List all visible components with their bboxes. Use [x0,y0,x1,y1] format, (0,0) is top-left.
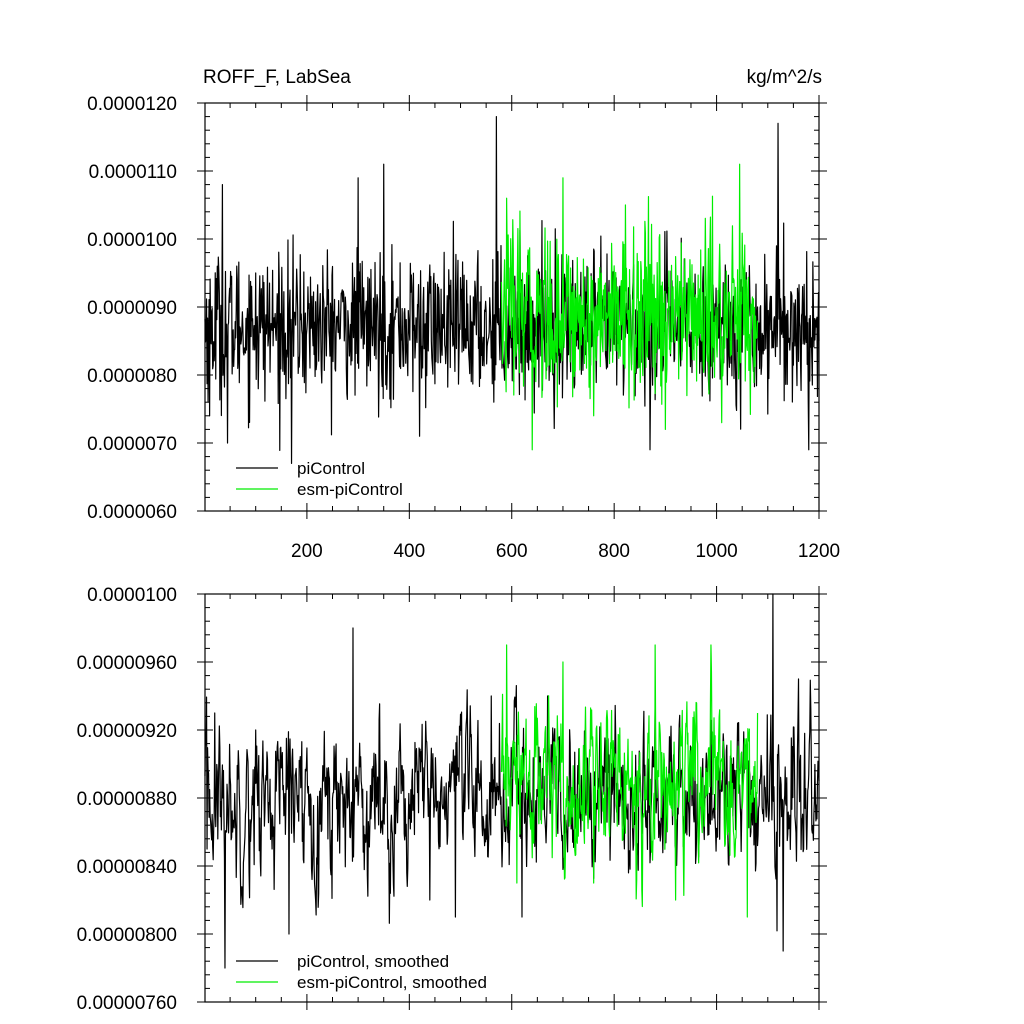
y-tick-label: 0.00000760 [77,993,177,1014]
chart-panel-top: ROFF_F, LabSea kg/m^2/s 0.00000600.00000… [87,67,840,562]
tick-group [197,95,827,519]
y-tick-label: 0.00000800 [77,925,177,946]
legend: piControl esm-piControl [236,459,403,499]
y-tick-label: 0.00000840 [77,857,177,878]
x-tick-label: 1200 [798,541,840,562]
x-tick-label: 1000 [695,541,737,562]
x-tick-label: 600 [496,541,528,562]
y-tick-label: 0.0000100 [87,585,177,606]
legend-label-esm-picontrol-smoothed: esm-piControl, smoothed [297,973,487,992]
series-line-esm-picontrol-smoothed [500,644,759,918]
x-tick-label: 400 [393,541,425,562]
series-line-picontrol-smoothed [204,593,820,969]
x-tick-label: 800 [598,541,630,562]
y-tick-label: 0.0000070 [87,434,177,455]
y-tick-label-group: 0.0000060 0.0000070 0.0000080 0.0000090 0.00… [87,94,177,523]
series-line-esm-picontrol [500,163,759,451]
y-tick-label: 0.0000120 [87,94,177,115]
plot-series-group [204,116,820,464]
legend-label-picontrol: piControl [297,459,365,478]
legend-label-picontrol-smoothed: piControl, smoothed [297,952,449,971]
y-tick-label: 0.0000090 [87,298,177,319]
y-tick-label-group: 0.00000760 0.00000800 0.00000840 0.00000880… [77,585,177,1014]
y-tick-label: 0.00000880 [77,789,177,810]
y-tick-label: 0.0000100 [87,230,177,251]
y-tick-label: 0.0000110 [89,162,177,183]
plot-series-group [204,593,820,969]
chart-panel-bottom: 0.00000760 0.00000800 0.00000840 0.00000880… [77,585,827,1014]
chart-title-left: ROFF_F, LabSea [203,67,351,88]
y-tick-label: 0.0000060 [87,502,177,523]
y-tick-label: 0.00000920 [77,721,177,742]
legend-label-esm-picontrol: esm-piControl [297,480,403,499]
x-tick-label: 200 [291,541,323,562]
tick-group [197,586,827,1010]
chart-title-right: kg/m^2/s [747,67,822,88]
y-tick-label: 0.0000080 [87,366,177,387]
x-tick-label-group: 200 400 600 800 1000 1200 [291,541,840,562]
y-tick-label: 0.00000960 [77,653,177,674]
legend: piControl, smoothed esm-piControl, smoot… [236,952,487,992]
